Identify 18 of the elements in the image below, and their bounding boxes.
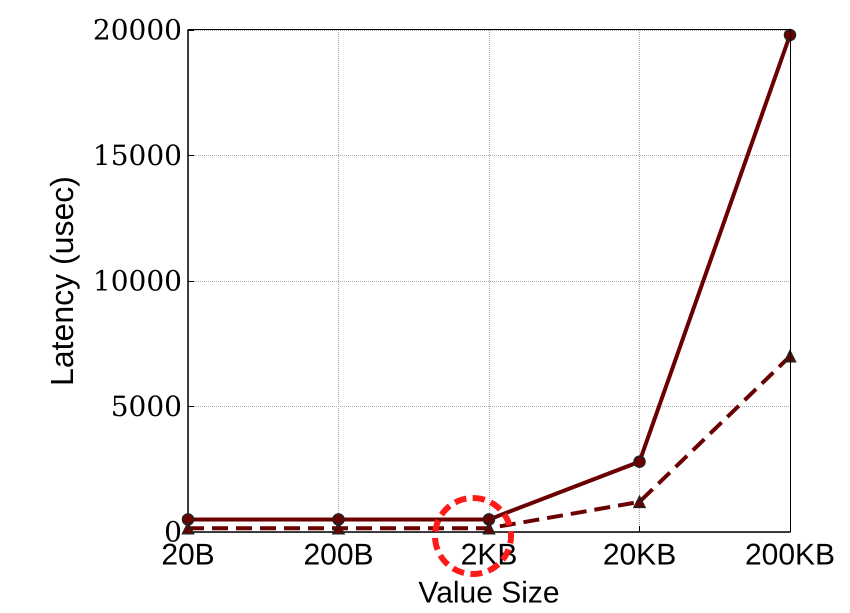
point	[633, 455, 646, 468]
point	[332, 513, 345, 526]
point	[182, 522, 194, 534]
y-tick-label: 10000	[92, 264, 182, 298]
point	[182, 513, 194, 526]
x-tick-label: 200KB	[744, 538, 836, 572]
point	[784, 350, 796, 363]
point	[633, 496, 646, 508]
y-tick-label: 15000	[92, 139, 182, 172]
y-axis-title: Latency (usec)	[44, 176, 80, 386]
y-tick-label: 20000	[92, 14, 182, 46]
point	[482, 522, 496, 534]
y-tick-label: 5000	[110, 390, 182, 423]
x-tick-label: 200B	[303, 538, 374, 572]
point	[482, 513, 496, 526]
x-axis-title: Value Size	[418, 576, 560, 610]
point	[332, 522, 345, 534]
x-tick-label: 20KB	[602, 538, 676, 572]
